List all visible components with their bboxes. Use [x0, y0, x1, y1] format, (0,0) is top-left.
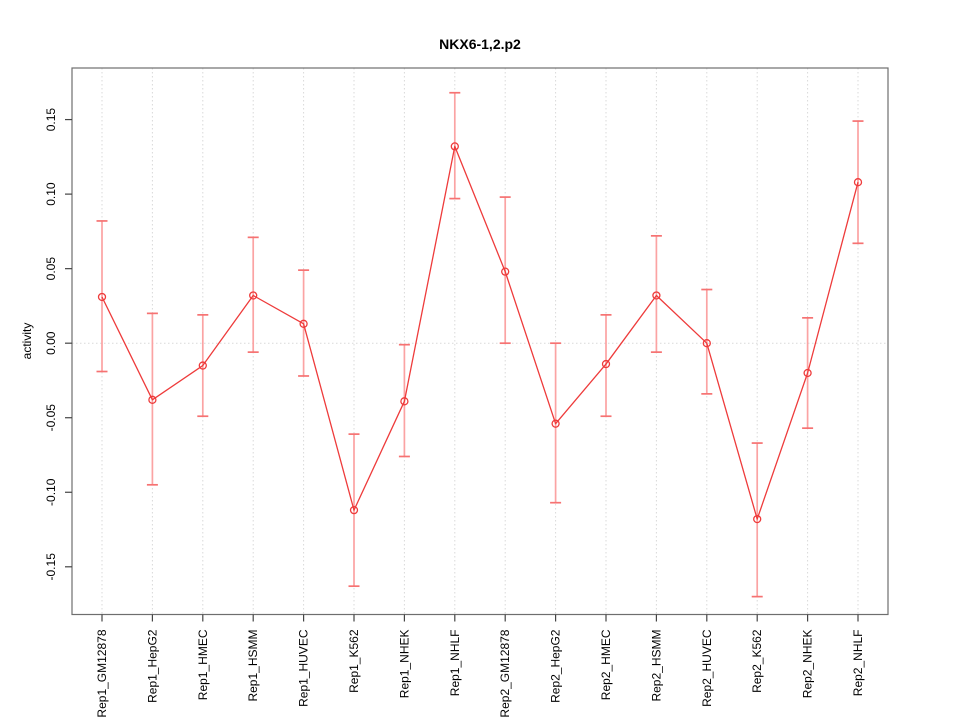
data-point — [853, 178, 863, 187]
x-tick-label: Rep2_GM12878 — [498, 629, 512, 717]
series-polyline — [101, 145, 859, 520]
y-axis: -0.15 -0.10 -0.05 0.00 0.05 0.10 0.15 — [44, 108, 72, 581]
data-point — [299, 319, 308, 328]
x-tick-label: Rep2_NHLF — [851, 630, 865, 697]
x-tick-label: Rep1_GM12878 — [95, 629, 109, 717]
data-point — [450, 142, 459, 151]
x-tick-label: Rep1_HUVEC — [297, 629, 311, 707]
error-bars — [96, 91, 864, 598]
data-points — [97, 142, 863, 524]
data-point — [702, 339, 711, 348]
data-point — [551, 419, 560, 428]
y-tick-label: -0.05 — [44, 404, 58, 432]
x-axis: Rep1_GM12878 Rep1_HepG2 Rep1_HMEC Rep1_HSMM… — [95, 614, 865, 718]
x-tick-label: Rep2_HUVEC — [700, 629, 714, 707]
y-tick-label: 0.00 — [44, 331, 58, 355]
data-point — [249, 291, 258, 300]
chart-title: NKX6-1,2.p2 — [439, 36, 521, 52]
x-tick-label: Rep1_HepG2 — [145, 629, 159, 703]
x-tick-label: Rep1_HSMM — [246, 630, 260, 702]
gridlines — [72, 68, 888, 615]
y-tick-label: 0.10 — [44, 182, 58, 206]
x-tick-label: Rep2_NHEK — [801, 630, 815, 699]
data-point — [601, 359, 611, 369]
x-tick-label: Rep1_K562 — [347, 629, 361, 693]
data-point — [501, 267, 510, 276]
y-tick-label: 0.15 — [44, 108, 58, 132]
data-point — [803, 368, 812, 378]
data-point — [97, 292, 107, 302]
x-tick-label: Rep1_NHLF — [448, 630, 462, 697]
x-tick-label: Rep1_NHEK — [397, 630, 411, 699]
x-tick-label: Rep2_K562 — [750, 629, 764, 693]
y-tick-label: -0.15 — [44, 553, 58, 581]
data-point — [349, 505, 359, 515]
x-tick-label: Rep1_HMEC — [196, 629, 210, 700]
series-line — [101, 145, 859, 520]
data-point — [148, 395, 157, 404]
plot-border — [71, 67, 889, 616]
y-axis-title: activity — [20, 323, 34, 360]
data-point — [652, 291, 661, 300]
x-tick-label: Rep2_HepG2 — [549, 629, 563, 703]
x-tick-label: Rep2_HSMM — [649, 630, 663, 702]
data-point — [753, 514, 762, 524]
y-tick-label: 0.05 — [44, 257, 58, 281]
y-tick-label: -0.10 — [44, 478, 58, 506]
data-point — [198, 361, 207, 370]
plot-frame — [71, 67, 889, 616]
x-tick-label: Rep2_HMEC — [599, 629, 613, 700]
data-point — [400, 397, 409, 406]
